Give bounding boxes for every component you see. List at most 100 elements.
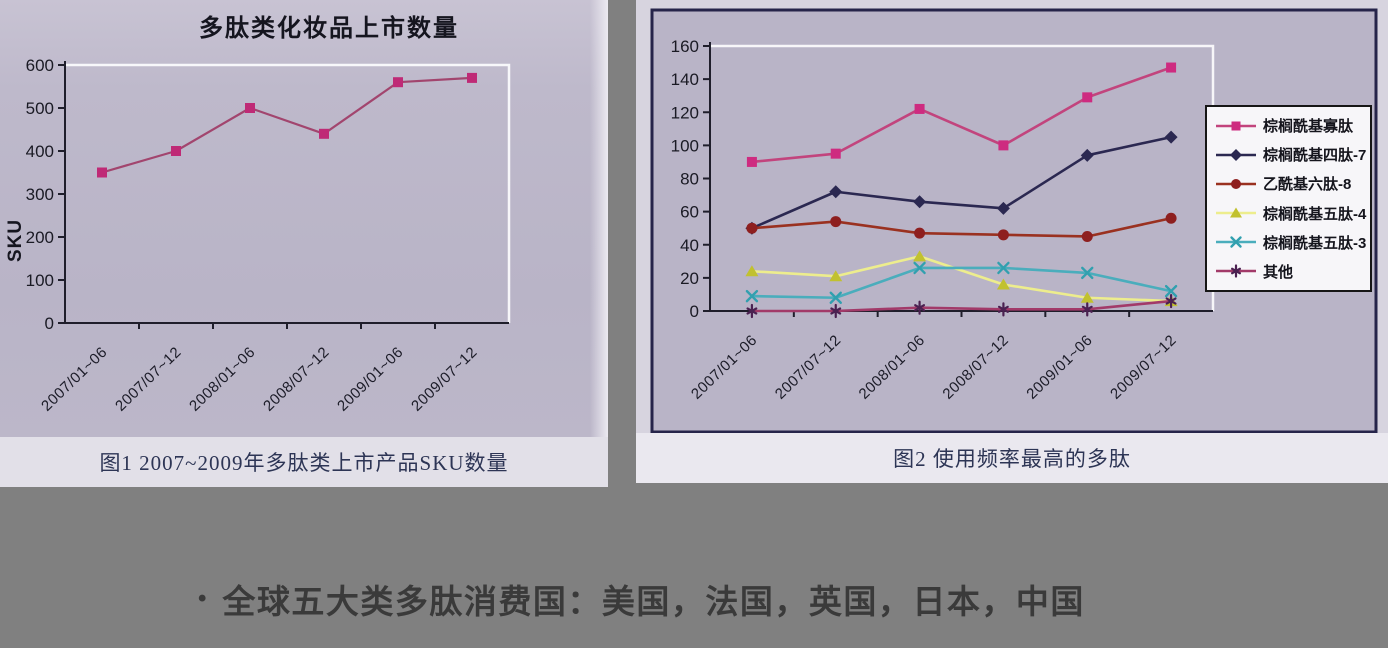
y-tick-label: 500 bbox=[26, 99, 54, 118]
legend-item-label: 棕榈酰基五肽-3 bbox=[1263, 234, 1367, 252]
data-point-marker bbox=[913, 195, 927, 209]
figure1-scan: 多肽类化妆品上市数量 SKU 0 100 200 300 400 500 600 2007/0… bbox=[0, 0, 608, 487]
legend-marker-icon bbox=[1216, 236, 1256, 248]
legend-item: 其他 bbox=[1214, 261, 1368, 282]
data-point-marker bbox=[1080, 291, 1094, 303]
data-point-marker bbox=[1230, 236, 1242, 248]
legend-item-label: 棕榈酰基五肽-4 bbox=[1263, 205, 1367, 223]
data-point-marker bbox=[1166, 62, 1177, 73]
data-point-marker bbox=[1081, 266, 1094, 280]
series-line-0 bbox=[751, 66, 1172, 164]
data-point-marker bbox=[171, 146, 181, 156]
y-tick-label: 20 bbox=[680, 269, 699, 288]
data-point-marker bbox=[1164, 130, 1178, 144]
legend-item: 棕榈酰基四肽-7 bbox=[1214, 144, 1368, 165]
legend-marker-icon bbox=[1216, 207, 1256, 218]
plot-border bbox=[65, 63, 511, 323]
legend-item: 棕榈酰基五肽-3 bbox=[1214, 232, 1368, 253]
data-point-marker bbox=[393, 77, 403, 88]
data-point-marker bbox=[913, 250, 927, 262]
figure1-chart-canvas: 0 100 200 300 400 500 600 2007/01~06 2007/07~12 2… bbox=[26, 56, 511, 415]
bullet-icon: • bbox=[198, 585, 207, 612]
figure2-chart-legend: 棕榈酰基寡肽 棕榈酰基四肽-7 乙酰基六肽-8 棕榈酰基五肽-4 棕榈酰基五肽-3 其他 bbox=[1205, 105, 1372, 292]
figure1-caption: 图1 2007~2009年多肽类上市产品SKU数量 bbox=[99, 451, 509, 475]
legend-item: 棕榈酰基五肽-4 bbox=[1214, 203, 1368, 224]
x-tick-label: 2009/07~12 bbox=[408, 344, 481, 415]
y-tick-label: 400 bbox=[26, 142, 54, 161]
data-point-marker bbox=[746, 303, 758, 319]
data-point-marker bbox=[746, 222, 758, 234]
legend-item-label: 棕榈酰基四肽-7 bbox=[1263, 147, 1367, 165]
y-tick-label: 80 bbox=[680, 170, 699, 189]
figure1-caption-strip: 图1 2007~2009年多肽类上市产品SKU数量 bbox=[0, 437, 608, 487]
data-point-marker bbox=[914, 103, 925, 114]
data-point-marker bbox=[996, 278, 1010, 290]
data-point-marker bbox=[913, 261, 926, 275]
data-point-marker bbox=[319, 128, 329, 139]
data-point-marker bbox=[1080, 148, 1094, 162]
data-point-marker bbox=[914, 300, 926, 315]
data-point-marker bbox=[997, 302, 1009, 317]
data-point-marker bbox=[829, 270, 843, 282]
figure2-caption: 图2 使用频率最高的多肽 bbox=[893, 447, 1131, 471]
x-tick-label: 2007/07~12 bbox=[112, 344, 185, 415]
y-tick-label: 40 bbox=[680, 236, 699, 255]
y-tick-label: 140 bbox=[671, 70, 699, 89]
data-point-marker bbox=[1230, 148, 1242, 161]
series-line-2 bbox=[751, 216, 1172, 238]
data-point-marker bbox=[745, 265, 759, 277]
bullet-text: 全球五大类多肽消费国：美国，法国，英国，日本，中国 bbox=[222, 583, 1085, 620]
y-tick-label: 100 bbox=[26, 271, 54, 290]
figure1-chart-title: 多肽类化妆品上市数量 bbox=[199, 15, 459, 42]
legend-marker-icon bbox=[1216, 264, 1256, 278]
data-point-marker bbox=[1081, 230, 1093, 242]
data-point-marker bbox=[245, 103, 255, 113]
data-point-marker bbox=[1165, 293, 1177, 309]
data-point-marker bbox=[97, 167, 107, 178]
series-line-4 bbox=[751, 266, 1172, 300]
data-point-marker bbox=[996, 201, 1010, 215]
legend-item-label: 棕榈酰基寡肽 bbox=[1263, 118, 1354, 136]
x-tick-label: 2007/01~06 bbox=[38, 344, 111, 415]
data-point-marker bbox=[914, 227, 926, 239]
scan-edge-highlight bbox=[590, 0, 608, 437]
data-point-marker bbox=[1164, 284, 1178, 298]
y-tick-label: 120 bbox=[671, 103, 699, 122]
figure2-caption-strip: 图2 使用频率最高的多肽 bbox=[636, 433, 1388, 483]
y-tick-label: 100 bbox=[671, 136, 699, 155]
series-line-3 bbox=[751, 255, 1172, 303]
data-point-marker bbox=[1082, 92, 1093, 103]
legend-item: 棕榈酰基寡肽 bbox=[1214, 115, 1368, 136]
y-tick-label: 600 bbox=[26, 56, 54, 75]
data-point-marker bbox=[830, 148, 841, 159]
data-point-marker bbox=[830, 303, 842, 319]
data-point-marker bbox=[1231, 121, 1241, 131]
data-point-marker bbox=[1230, 207, 1242, 218]
y-tick-label: 300 bbox=[26, 185, 54, 204]
legend-marker-icon bbox=[1216, 178, 1256, 189]
data-point-marker bbox=[746, 156, 757, 167]
data-point-marker bbox=[1230, 264, 1242, 278]
x-tick-label: 2009/01~06 bbox=[334, 344, 407, 415]
series-line-0 bbox=[101, 76, 473, 174]
series-line-1 bbox=[751, 135, 1172, 230]
y-tick-label: 0 bbox=[45, 314, 54, 333]
data-point-marker bbox=[997, 261, 1010, 275]
data-point-marker bbox=[829, 291, 842, 304]
y-tick-label: 200 bbox=[26, 228, 54, 247]
legend-marker-icon bbox=[1216, 148, 1256, 161]
data-point-marker bbox=[1081, 302, 1093, 317]
legend-item-label: 乙酰基六肽-8 bbox=[1263, 176, 1352, 194]
x-tick-label: 2008/07~12 bbox=[260, 344, 333, 415]
series-line-5 bbox=[751, 299, 1172, 313]
data-point-marker bbox=[1165, 212, 1177, 224]
data-point-marker bbox=[745, 289, 759, 303]
figure2-scan: 0 20 40 60 80 100 120 140 160 2007/01~06 2007/07~1… bbox=[636, 0, 1388, 483]
data-point-marker bbox=[1231, 178, 1241, 189]
y-tick-label: 60 bbox=[680, 203, 699, 222]
data-point-marker bbox=[998, 140, 1009, 151]
data-point-marker bbox=[997, 229, 1009, 241]
data-point-marker bbox=[829, 185, 843, 199]
legend-item-label: 其他 bbox=[1263, 263, 1294, 281]
